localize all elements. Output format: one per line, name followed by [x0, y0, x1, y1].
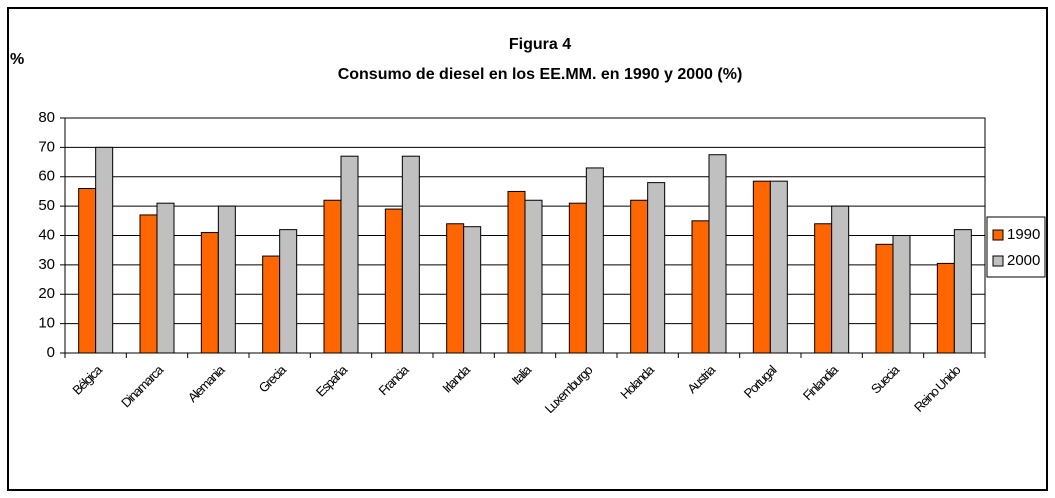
legend-swatch: [992, 255, 1004, 267]
y-axis-label: %: [10, 51, 24, 68]
bar: [95, 146, 114, 354]
bar: [708, 154, 727, 354]
bar: [647, 182, 666, 354]
y-tick-label: 60: [38, 168, 55, 185]
y-tick-label: 50: [38, 197, 55, 214]
bar: [446, 223, 465, 354]
legend-label: 1990: [1007, 226, 1040, 243]
bar: [217, 205, 236, 354]
legend-box: [986, 216, 1046, 278]
bar: [568, 202, 587, 354]
chart-title: Figura 4: [509, 36, 571, 53]
y-tick-label: 0: [47, 344, 55, 361]
bar: [691, 220, 710, 354]
bar: [936, 262, 955, 354]
bar: [892, 235, 911, 354]
bar: [323, 199, 342, 354]
legend-swatch: [992, 229, 1004, 241]
y-tick-label: 40: [38, 226, 55, 243]
bar: [585, 167, 604, 354]
bar: [463, 226, 482, 354]
bar: [953, 229, 972, 354]
bar: [156, 202, 175, 354]
bar: [340, 155, 359, 354]
bar: [279, 229, 298, 354]
y-tick-label: 80: [38, 109, 55, 126]
bar: [769, 180, 788, 354]
y-tick-label: 10: [38, 315, 55, 332]
y-tick-label: 30: [38, 256, 55, 273]
bar: [200, 232, 219, 354]
bar: [401, 155, 420, 354]
bar: [752, 180, 771, 354]
y-tick-label: 20: [38, 285, 55, 302]
chart-subtitle: Consumo de diesel en los EE.MM. en 1990 …: [338, 66, 743, 83]
bar: [507, 190, 526, 354]
bar: [262, 255, 281, 354]
bar: [524, 199, 543, 354]
bar: [831, 205, 850, 354]
legend-label: 2000: [1007, 252, 1040, 269]
bar: [78, 188, 97, 354]
bar: [630, 199, 649, 354]
bar: [384, 208, 403, 354]
y-tick-label: 70: [38, 138, 55, 155]
bar: [814, 223, 833, 354]
bar: [875, 243, 894, 354]
bar: [139, 214, 158, 354]
